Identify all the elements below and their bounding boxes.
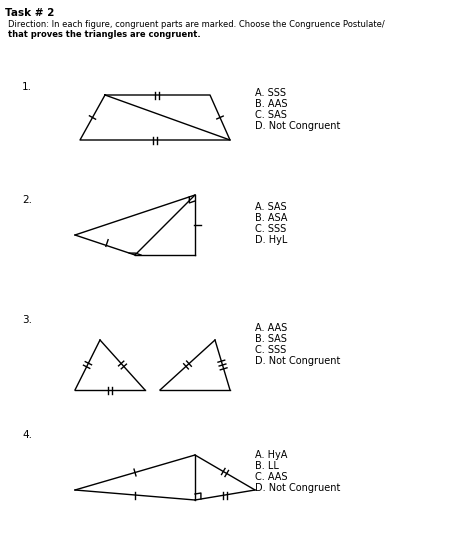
Text: B. ASA: B. ASA <box>255 213 287 223</box>
Text: 4.: 4. <box>22 430 32 440</box>
Text: B. SAS: B. SAS <box>255 334 287 344</box>
Text: D. Not Congruent: D. Not Congruent <box>255 483 340 493</box>
Text: 3.: 3. <box>22 315 32 325</box>
Text: Direction: In each figure, congruent parts are marked. Choose the Congruence Pos: Direction: In each figure, congruent par… <box>8 20 385 29</box>
Text: A. HyA: A. HyA <box>255 450 287 460</box>
Text: 2.: 2. <box>22 195 32 205</box>
Text: C. SSS: C. SSS <box>255 224 286 234</box>
Text: A. SSS: A. SSS <box>255 88 286 98</box>
Text: C. SAS: C. SAS <box>255 110 287 120</box>
Text: B. LL: B. LL <box>255 461 279 471</box>
Text: B. AAS: B. AAS <box>255 99 288 109</box>
Text: C. AAS: C. AAS <box>255 472 288 482</box>
Text: D. Not Congruent: D. Not Congruent <box>255 121 340 131</box>
Text: C. SSS: C. SSS <box>255 345 286 355</box>
Text: A. SAS: A. SAS <box>255 202 287 212</box>
Text: that proves the triangles are congruent.: that proves the triangles are congruent. <box>8 30 201 39</box>
Text: Task # 2: Task # 2 <box>5 8 55 18</box>
Text: D. Not Congruent: D. Not Congruent <box>255 356 340 366</box>
Text: 1.: 1. <box>22 82 32 92</box>
Text: A. AAS: A. AAS <box>255 323 287 333</box>
Text: D. HyL: D. HyL <box>255 235 287 245</box>
